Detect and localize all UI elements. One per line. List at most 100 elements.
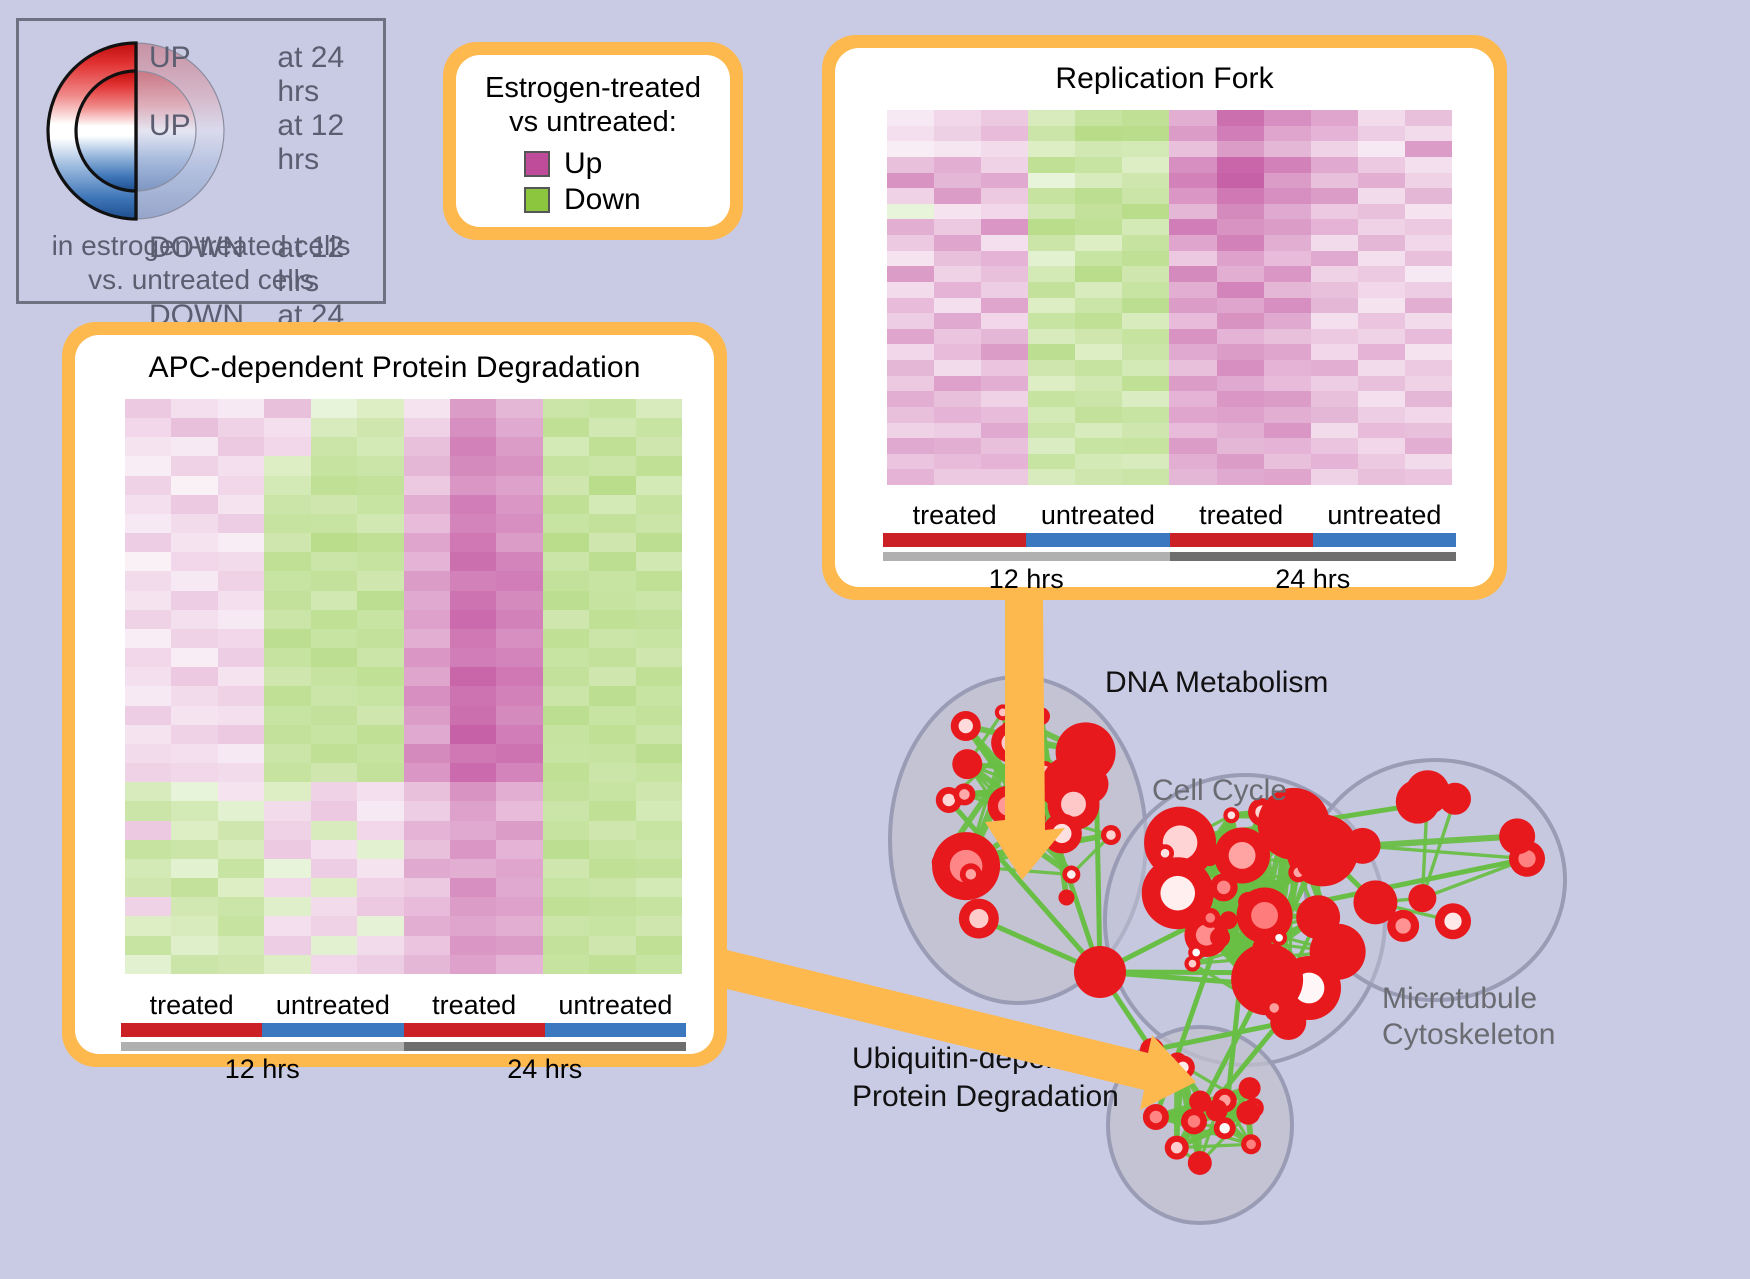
network-node-ring <box>1236 1100 1261 1125</box>
network-node[interactable] <box>1252 937 1273 958</box>
heatmap-cell <box>264 399 311 419</box>
network-node[interactable] <box>1041 813 1082 854</box>
heatmap-cell <box>171 399 218 419</box>
heatmap-cell <box>1263 219 1311 235</box>
network-node[interactable] <box>1062 865 1081 884</box>
network-node[interactable] <box>1210 927 1231 948</box>
heatmap-cell <box>635 628 682 649</box>
heatmap-cell <box>1122 203 1170 220</box>
network-node[interactable] <box>1241 1134 1262 1155</box>
network-node[interactable] <box>1156 844 1175 863</box>
network-node[interactable] <box>1257 787 1330 860</box>
replication-fork-axis: treated untreated treated untreated 12 hrs 24… <box>883 500 1456 595</box>
network-node[interactable] <box>1236 1100 1261 1125</box>
heatmap-cell <box>542 839 590 859</box>
network-node[interactable] <box>1271 929 1288 946</box>
network-node[interactable] <box>1170 1055 1195 1080</box>
network-node[interactable] <box>953 783 976 806</box>
axis-time-label: 24 hrs <box>1275 564 1351 594</box>
heatmap-cell <box>1404 360 1452 376</box>
network-node[interactable] <box>1499 818 1536 855</box>
network-node[interactable] <box>991 722 1032 763</box>
network-node[interactable] <box>1187 1150 1212 1175</box>
heatmap-cell <box>1404 188 1452 204</box>
network-node[interactable] <box>1180 1108 1207 1135</box>
network-node[interactable] <box>1140 1038 1164 1062</box>
network-node[interactable] <box>931 853 950 872</box>
network-node[interactable] <box>1353 880 1398 925</box>
network-node[interactable] <box>1058 889 1075 906</box>
heatmap-cell <box>496 533 543 553</box>
network-node[interactable] <box>1188 944 1205 961</box>
heatmap-cell <box>981 281 1029 298</box>
network-node[interactable] <box>952 749 983 780</box>
network-node-ring <box>1257 787 1330 860</box>
heatmap-cell <box>589 609 636 629</box>
heatmap-cell <box>125 494 172 514</box>
heatmap-cell <box>887 266 935 282</box>
network-node[interactable] <box>1223 807 1240 824</box>
heatmap-cell <box>449 552 497 572</box>
heatmap-cell <box>496 897 543 917</box>
heatmap-cell <box>1357 297 1405 314</box>
heatmap-cell <box>125 552 172 572</box>
heatmap-cell <box>496 437 543 457</box>
network-node[interactable] <box>1236 887 1293 944</box>
network-node[interactable] <box>1055 722 1116 783</box>
apc-axis: treated untreated treated untreated 12 hrs 24… <box>121 990 686 1085</box>
network-node[interactable] <box>1435 903 1472 940</box>
heatmap-cell <box>1310 453 1358 470</box>
circle-legend-value: at 12 hrs <box>277 109 345 176</box>
network-node[interactable] <box>1039 780 1062 803</box>
network-node[interactable] <box>1205 1099 1228 1122</box>
network-node[interactable] <box>994 704 1011 721</box>
network-node[interactable] <box>1142 1103 1169 1130</box>
network-node[interactable] <box>998 817 1039 858</box>
heatmap-cell <box>887 406 935 423</box>
network-node[interactable] <box>1209 873 1238 902</box>
heatmap-cell <box>589 724 636 744</box>
heatmap-cell <box>934 266 982 282</box>
network-node[interactable] <box>1164 1135 1189 1160</box>
network-node[interactable] <box>959 863 982 886</box>
network-node[interactable] <box>1231 943 1304 1016</box>
heatmap-cell <box>887 125 935 142</box>
network-node[interactable] <box>1214 827 1271 884</box>
network-node[interactable] <box>1189 1090 1212 1113</box>
network-node[interactable] <box>958 898 999 939</box>
network-node[interactable] <box>1201 850 1218 867</box>
heatmap-cell <box>934 406 982 423</box>
heatmap-cell <box>1169 281 1217 298</box>
heatmap-cell <box>171 916 218 936</box>
heatmap-cell <box>635 533 682 553</box>
heatmap-cell <box>403 782 450 802</box>
heatmap-cell <box>1122 172 1170 189</box>
heatmap-cell <box>1075 375 1123 392</box>
network-node[interactable] <box>1296 895 1341 940</box>
network-node[interactable] <box>1100 825 1121 846</box>
network-node[interactable] <box>1238 1077 1261 1100</box>
heatmap-cell <box>635 475 682 495</box>
network-node[interactable] <box>1031 707 1050 726</box>
network-node[interactable] <box>1297 853 1322 878</box>
heatmap-cell <box>1169 172 1217 189</box>
heatmap-cell <box>1075 203 1123 220</box>
network-node[interactable] <box>1074 946 1126 998</box>
heatmap-cell <box>1310 156 1358 173</box>
heatmap-cell <box>1169 219 1217 235</box>
network-node[interactable] <box>1264 997 1285 1018</box>
heatmap-cell <box>357 609 404 629</box>
network-node[interactable] <box>1344 827 1381 864</box>
network-node[interactable] <box>950 711 981 741</box>
network-node-ring <box>1058 889 1075 906</box>
network-node[interactable] <box>1276 807 1295 826</box>
network-edge <box>1155 1115 1252 1146</box>
network-node[interactable] <box>1395 779 1440 824</box>
network-node[interactable] <box>1387 909 1420 942</box>
network-node[interactable] <box>1408 884 1437 913</box>
network-node-core <box>1160 875 1196 911</box>
network-node[interactable] <box>1141 857 1214 930</box>
network-node[interactable] <box>1213 1117 1236 1140</box>
heatmap-cell <box>310 418 358 438</box>
heatmap-cell <box>264 782 311 802</box>
